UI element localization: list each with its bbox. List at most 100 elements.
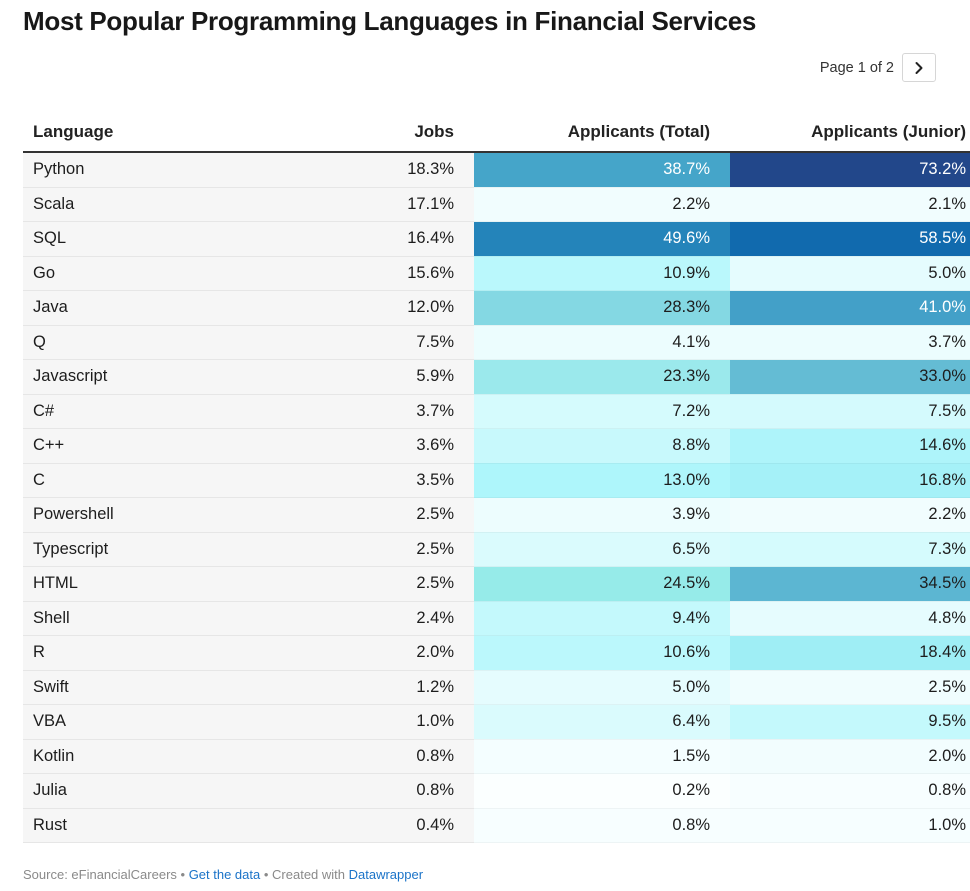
cell-applicants-junior: 1.0% (730, 808, 970, 843)
cell-applicants-total: 38.7% (474, 152, 730, 188)
cell-jobs: 5.9% (269, 359, 474, 395)
column-header-language[interactable]: Language (23, 112, 269, 153)
cell-language: Rust (23, 808, 269, 843)
cell-language: Java (23, 290, 269, 326)
cell-jobs: 0.8% (269, 739, 474, 774)
column-header-applicants-total[interactable]: Applicants (Total) (474, 112, 730, 153)
cell-language: Go (23, 256, 269, 291)
cell-jobs: 15.6% (269, 256, 474, 291)
cell-jobs: 12.0% (269, 290, 474, 326)
cell-applicants-junior: 18.4% (730, 635, 970, 671)
cell-applicants-total: 10.6% (474, 635, 730, 671)
table-row: Rust 0.4% 0.8% 1.0% (23, 808, 970, 843)
cell-applicants-total: 0.8% (474, 808, 730, 843)
cell-applicants-total: 24.5% (474, 566, 730, 602)
table-row: SQL 16.4% 49.6% 58.5% (23, 221, 970, 257)
table-row: Javascript 5.9% 23.3% 33.0% (23, 359, 970, 395)
table-row: Go 15.6% 10.9% 5.0% (23, 256, 970, 291)
cell-applicants-total: 1.5% (474, 739, 730, 774)
cell-applicants-junior: 16.8% (730, 463, 970, 498)
footer: Source: eFinancialCareers • Get the data… (23, 867, 423, 882)
cell-applicants-total: 2.2% (474, 187, 730, 222)
cell-language: VBA (23, 704, 269, 740)
cell-jobs: 2.5% (269, 566, 474, 602)
cell-applicants-junior: 2.2% (730, 497, 970, 533)
cell-jobs: 3.7% (269, 394, 474, 429)
cell-applicants-junior: 7.5% (730, 394, 970, 429)
cell-applicants-total: 8.8% (474, 428, 730, 464)
table-row: Julia 0.8% 0.2% 0.8% (23, 773, 970, 809)
cell-jobs: 2.5% (269, 532, 474, 567)
column-header-applicants-junior[interactable]: Applicants (Junior) (730, 112, 970, 153)
cell-applicants-junior: 34.5% (730, 566, 970, 602)
table-row: C# 3.7% 7.2% 7.5% (23, 394, 970, 429)
cell-language: SQL (23, 221, 269, 257)
cell-language: Kotlin (23, 739, 269, 774)
cell-language: Typescript (23, 532, 269, 567)
cell-jobs: 16.4% (269, 221, 474, 257)
cell-applicants-total: 23.3% (474, 359, 730, 395)
next-page-button[interactable] (902, 53, 936, 82)
cell-jobs: 17.1% (269, 187, 474, 222)
data-table: Language Jobs Applicants (Total) Applica… (23, 112, 970, 843)
cell-jobs: 1.2% (269, 670, 474, 705)
cell-language: C++ (23, 428, 269, 464)
get-data-link[interactable]: Get the data (188, 867, 261, 882)
cell-applicants-total: 5.0% (474, 670, 730, 705)
table-row: VBA 1.0% 6.4% 9.5% (23, 704, 970, 740)
table-row: Swift 1.2% 5.0% 2.5% (23, 670, 970, 705)
cell-applicants-junior: 14.6% (730, 428, 970, 464)
cell-jobs: 2.4% (269, 601, 474, 636)
cell-applicants-junior: 73.2% (730, 152, 970, 188)
cell-applicants-junior: 4.8% (730, 601, 970, 636)
cell-applicants-total: 6.4% (474, 704, 730, 740)
cell-jobs: 2.5% (269, 497, 474, 533)
table-body: Python 18.3% 38.7% 73.2% Scala 17.1% 2.2% 2.1% S… (23, 152, 970, 843)
datawrapper-link[interactable]: Datawrapper (348, 867, 424, 882)
cell-language: Powershell (23, 497, 269, 533)
cell-applicants-total: 13.0% (474, 463, 730, 498)
table-row: Powershell 2.5% 3.9% 2.2% (23, 497, 970, 533)
table-row: C 3.5% 13.0% 16.8% (23, 463, 970, 498)
cell-applicants-total: 4.1% (474, 325, 730, 360)
cell-language: Swift (23, 670, 269, 705)
cell-jobs: 3.6% (269, 428, 474, 464)
cell-language: Python (23, 152, 269, 188)
cell-applicants-total: 6.5% (474, 532, 730, 567)
cell-jobs: 2.0% (269, 635, 474, 671)
cell-language: C# (23, 394, 269, 429)
table-row: Typescript 2.5% 6.5% 7.3% (23, 532, 970, 567)
footer-separator: • (260, 867, 273, 882)
cell-applicants-junior: 9.5% (730, 704, 970, 740)
cell-applicants-total: 7.2% (474, 394, 730, 429)
cell-jobs: 0.8% (269, 773, 474, 809)
cell-applicants-junior: 5.0% (730, 256, 970, 291)
cell-applicants-total: 10.9% (474, 256, 730, 291)
cell-applicants-total: 9.4% (474, 601, 730, 636)
cell-applicants-junior: 2.5% (730, 670, 970, 705)
cell-applicants-total: 28.3% (474, 290, 730, 326)
cell-applicants-junior: 3.7% (730, 325, 970, 360)
cell-applicants-junior: 7.3% (730, 532, 970, 567)
source-text: Source: eFinancialCareers (23, 867, 177, 882)
created-with-text: Created with (272, 867, 349, 882)
cell-language: C (23, 463, 269, 498)
cell-language: Julia (23, 773, 269, 809)
cell-language: Javascript (23, 359, 269, 395)
cell-jobs: 7.5% (269, 325, 474, 360)
cell-applicants-junior: 33.0% (730, 359, 970, 395)
cell-applicants-junior: 0.8% (730, 773, 970, 809)
cell-applicants-total: 49.6% (474, 221, 730, 257)
cell-applicants-junior: 58.5% (730, 221, 970, 257)
cell-language: R (23, 635, 269, 671)
table-row: Python 18.3% 38.7% 73.2% (23, 152, 970, 188)
table-row: Scala 17.1% 2.2% 2.1% (23, 187, 970, 222)
chart-title: Most Popular Programming Languages in Fi… (23, 6, 757, 36)
pagination: Page 1 of 2 (820, 53, 936, 82)
cell-applicants-total: 3.9% (474, 497, 730, 533)
table-row: Kotlin 0.8% 1.5% 2.0% (23, 739, 970, 774)
table-row: C++ 3.6% 8.8% 14.6% (23, 428, 970, 464)
cell-applicants-junior: 2.1% (730, 187, 970, 222)
cell-applicants-junior: 41.0% (730, 290, 970, 326)
column-header-jobs[interactable]: Jobs (269, 112, 474, 153)
